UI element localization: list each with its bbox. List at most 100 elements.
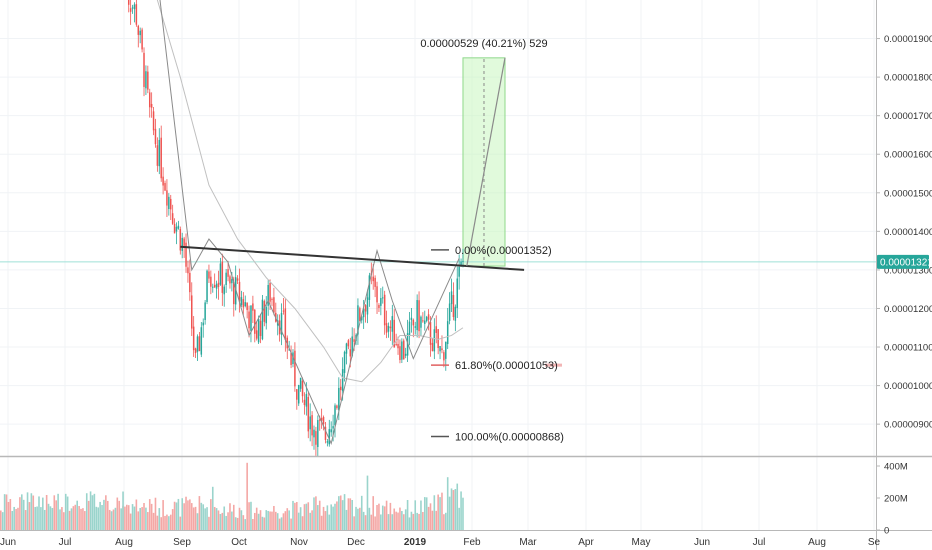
volume-bar [229,503,231,530]
volume-bar [416,512,418,530]
volume-bar [129,513,132,530]
pattern-zigzag-line[interactable] [155,0,460,445]
projection-line[interactable] [466,57,506,267]
volume-bar [38,496,40,530]
candle-body [303,399,306,406]
volume-bar [271,511,273,530]
candle-body [233,281,235,305]
volume-bar [433,495,436,530]
price-pane[interactable] [0,0,876,455]
volume-bar [370,514,373,530]
candle-body [137,25,140,35]
volume-bar [118,500,121,530]
volume-bar [393,508,396,530]
candle-body [328,429,331,445]
volume-bar [213,506,216,530]
price-tick-label: 0.00001700 [884,111,932,122]
candle-body [229,276,231,284]
time-tick-label: Nov [290,537,308,548]
candle-body [322,416,325,425]
candle-body [164,182,166,191]
volume-bar [362,511,365,530]
time-axis[interactable]: Jun Jul Aug Sep Oct Nov Dec 2019 Feb Mar Apr May Jun… [0,537,881,548]
volume-bar [290,518,292,530]
candle-body [139,30,141,36]
time-tick-label: Sep [173,537,191,548]
volume-bars [0,462,464,530]
volume-bar [389,502,392,530]
volume-bar [148,499,151,530]
price-axis[interactable]: 0.00001900 0.00001800 0.00001700 0.00001600… [876,34,932,431]
volume-bar [341,500,344,530]
candle-body [427,314,430,320]
volume-bar [360,495,363,530]
time-tick-label: May [632,537,651,548]
candle-body [429,321,432,345]
measure-label: 0.00000529 (40.21%) 529 [420,38,547,50]
candle-body [152,111,155,131]
volume-bar [217,510,220,530]
volume-bar [294,502,296,530]
candle-body [399,346,401,361]
volume-bar [429,503,432,530]
candle-body [443,352,445,361]
candle-body [353,339,355,342]
volume-bar [444,512,447,530]
volume-bar [108,509,111,530]
volume-bar [343,494,346,530]
candle-body [460,261,462,266]
candle-body [431,342,434,352]
volume-bar [53,495,56,530]
candle-body [244,302,246,307]
candle-body [252,303,254,311]
volume-bar [135,499,138,530]
volume-bar [441,492,443,530]
candle-body [198,336,201,352]
volume-bar [32,495,35,530]
candlesticks [127,0,464,457]
price-tick-label: 0.00001500 [884,188,932,199]
candle-body [446,321,449,345]
candle-body [147,71,149,90]
candle-body [412,319,415,326]
fib-levels[interactable]: 0.00%(0.00001352) 61.80%(0.00001053) 100… [431,245,564,444]
volume-bar [355,506,357,530]
volume-axis[interactable]: 400M 200M 0 [876,462,908,537]
volume-bar [431,510,434,530]
volume-bar [9,499,12,530]
time-tick-label: Oct [231,537,247,548]
candle-body [290,352,292,365]
volume-bar [19,497,21,530]
volume-bar [399,507,401,530]
volume-bar [145,507,147,530]
volume-bar [1,512,4,530]
price-tick-label: 0.00001000 [884,381,932,392]
candle-body [330,429,332,433]
volume-bar [24,510,27,530]
volume-bar [261,516,264,530]
volume-bar [194,506,197,530]
current-price-tag: 0.00001321 [877,254,932,269]
candle-body [162,176,164,186]
price-tick-label: 0.00001800 [884,73,932,84]
volume-bar [221,512,224,530]
candle-body [240,297,243,305]
candle-body [343,351,346,373]
volume-bar [150,503,153,530]
volume-bar [93,493,96,530]
volume-bar [324,511,327,530]
volume-bar [292,500,294,530]
volume-bar [30,493,33,530]
volume-bar [141,507,143,530]
candle-body [206,270,208,302]
candle-body [374,277,376,287]
candle-body [401,341,403,360]
volume-bar [296,501,298,530]
candle-body [361,316,363,321]
candle-body [324,426,327,440]
candle-body [420,316,422,328]
volume-bar [160,517,162,530]
volume-bar [3,494,6,530]
volume-bar [169,514,172,530]
